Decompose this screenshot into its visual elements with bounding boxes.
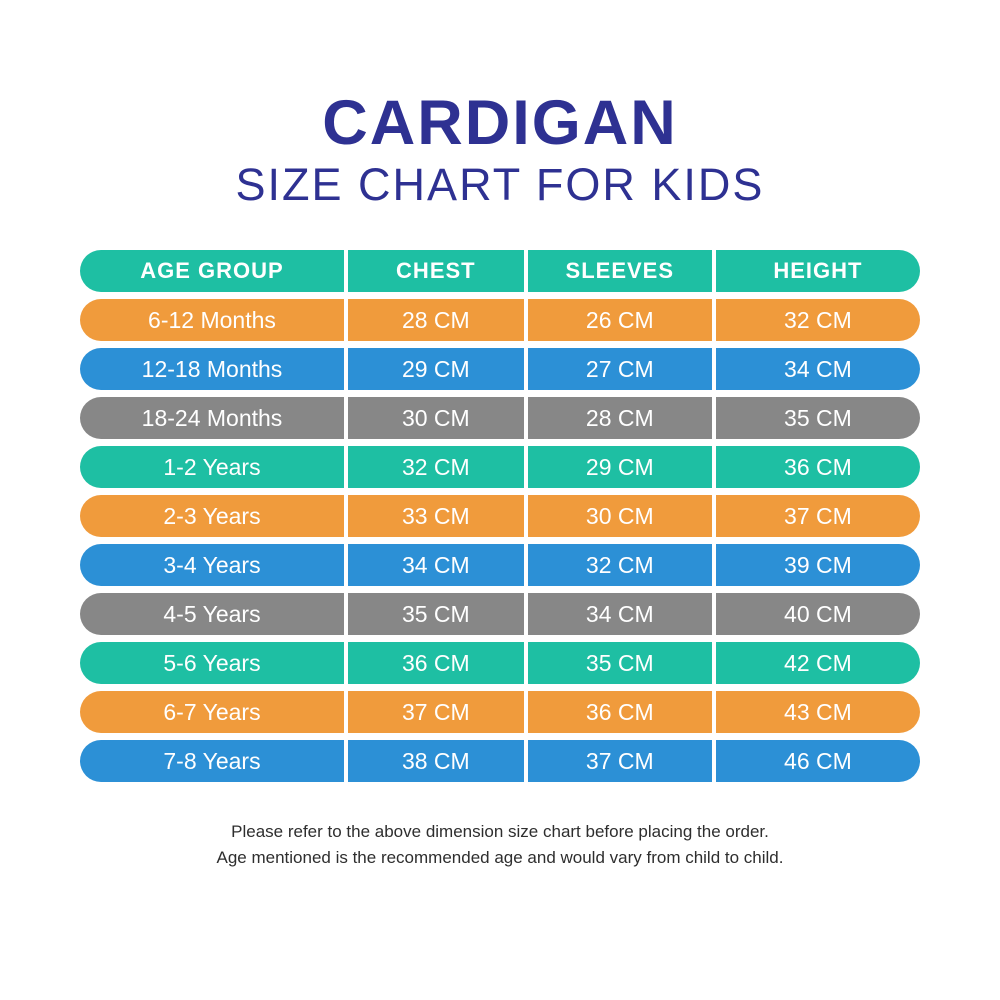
table-row: 6-12 Months 28 CM 26 CM 32 CM: [80, 299, 920, 341]
cell-chest: 28 CM: [348, 299, 528, 341]
table-body: 6-12 Months 28 CM 26 CM 32 CM 12-18 Months 29…: [80, 299, 920, 782]
cell-height: 42 CM: [784, 649, 852, 676]
cell-sleeves: 32 CM: [528, 544, 716, 586]
size-table: AGE GROUP CHEST SLEEVES HEIGHT 6-12 Months 2…: [80, 250, 920, 782]
table-row: 6-7 Years 37 CM 36 CM 43 CM: [80, 691, 920, 733]
cell-sleeves: 29 CM: [528, 446, 716, 488]
cell-chest: 32 CM: [348, 446, 528, 488]
cell-chest: 34 CM: [348, 544, 528, 586]
cell-chest: 33 CM: [348, 495, 528, 537]
cell-age: 7-8 Years: [80, 740, 348, 782]
cell-age: 3-4 Years: [80, 544, 348, 586]
cell-age: 5-6 Years: [80, 642, 348, 684]
cell-age: 18-24 Months: [80, 397, 348, 439]
page-footer: Please refer to the above dimension size…: [0, 819, 1000, 872]
header-cell-age-group: AGE GROUP: [80, 250, 348, 292]
table-row: 7-8 Years 38 CM 37 CM 46 CM: [80, 740, 920, 782]
cell-sleeves: 30 CM: [528, 495, 716, 537]
cell-chest: 37 CM: [348, 691, 528, 733]
cell-age: 12-18 Months: [80, 348, 348, 390]
header-cell-height: HEIGHT: [773, 258, 863, 283]
cell-sleeves: 35 CM: [528, 642, 716, 684]
cell-height: 35 CM: [784, 404, 852, 431]
cell-sleeves: 36 CM: [528, 691, 716, 733]
page-title: CARDIGAN: [322, 88, 678, 158]
cell-chest: 35 CM: [348, 593, 528, 635]
cell-sleeves: 26 CM: [528, 299, 716, 341]
page-header: CARDIGAN SIZE CHART FOR KIDS: [0, 0, 1000, 210]
table-header-row: AGE GROUP CHEST SLEEVES HEIGHT: [80, 250, 920, 292]
header-cell-sleeves: SLEEVES: [528, 250, 716, 292]
cell-height: 37 CM: [784, 502, 852, 529]
table-row: 4-5 Years 35 CM 34 CM 40 CM: [80, 593, 920, 635]
cell-sleeves: 37 CM: [528, 740, 716, 782]
cell-height: 39 CM: [784, 551, 852, 578]
cell-height: 36 CM: [784, 453, 852, 480]
cell-chest: 29 CM: [348, 348, 528, 390]
header-cell-chest: CHEST: [348, 250, 528, 292]
cell-height: 43 CM: [784, 698, 852, 725]
cell-height: 32 CM: [784, 306, 852, 333]
cell-age: 6-12 Months: [80, 299, 348, 341]
table-row: 2-3 Years 33 CM 30 CM 37 CM: [80, 495, 920, 537]
table-row: 1-2 Years 32 CM 29 CM 36 CM: [80, 446, 920, 488]
cell-height: 34 CM: [784, 355, 852, 382]
cell-age: 6-7 Years: [80, 691, 348, 733]
footer-line-2: Age mentioned is the recommended age and…: [216, 848, 784, 868]
cell-height: 40 CM: [784, 600, 852, 627]
table-row: 18-24 Months 30 CM 28 CM 35 CM: [80, 397, 920, 439]
cell-sleeves: 28 CM: [528, 397, 716, 439]
cell-sleeves: 27 CM: [528, 348, 716, 390]
cell-chest: 36 CM: [348, 642, 528, 684]
cell-age: 1-2 Years: [80, 446, 348, 488]
table-row: 12-18 Months 29 CM 27 CM 34 CM: [80, 348, 920, 390]
table-row: 5-6 Years 36 CM 35 CM 42 CM: [80, 642, 920, 684]
cell-age: 2-3 Years: [80, 495, 348, 537]
cell-chest: 30 CM: [348, 397, 528, 439]
page-subtitle: SIZE CHART FOR KIDS: [235, 159, 765, 210]
footer-line-1: Please refer to the above dimension size…: [231, 822, 769, 841]
cell-sleeves: 34 CM: [528, 593, 716, 635]
cell-chest: 38 CM: [348, 740, 528, 782]
cell-height: 46 CM: [784, 747, 852, 774]
cell-age: 4-5 Years: [80, 593, 348, 635]
table-row: 3-4 Years 34 CM 32 CM 39 CM: [80, 544, 920, 586]
